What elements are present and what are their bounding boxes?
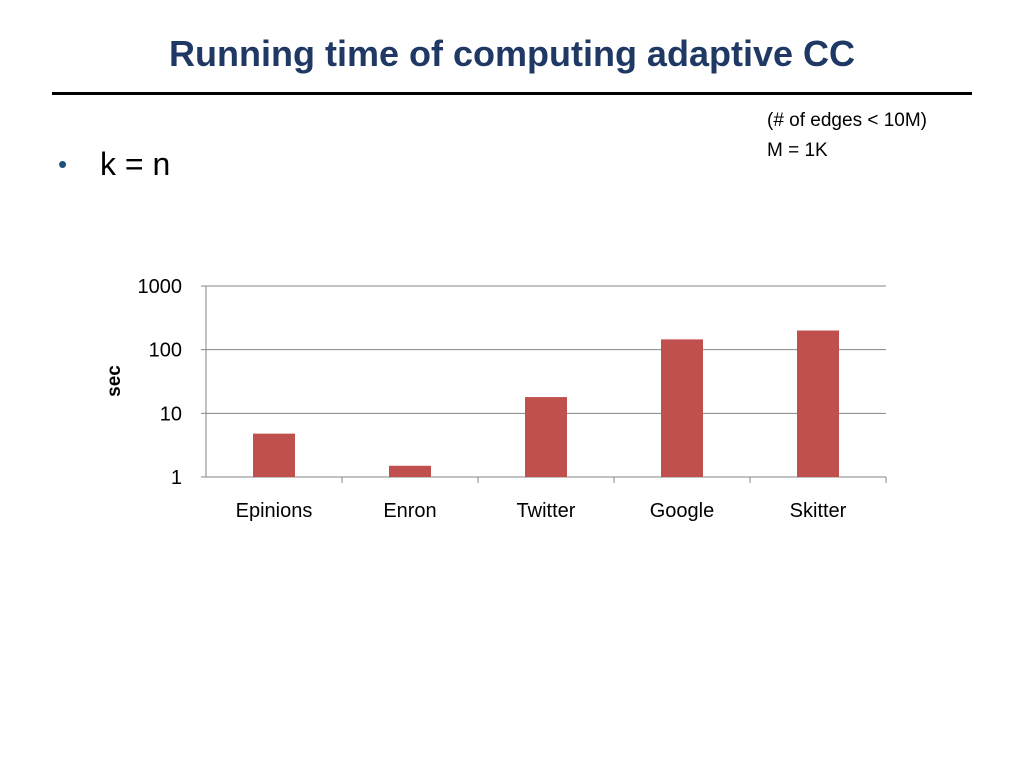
y-axis-label: sec bbox=[104, 365, 125, 397]
bar-enron bbox=[389, 465, 431, 477]
title-divider bbox=[52, 92, 972, 95]
x-tick-label: Enron bbox=[383, 500, 436, 522]
tick-labels: 1 10 100 1000 Epinions Enron Twitter Google Skit… bbox=[138, 276, 847, 522]
bullet-dot-icon: • bbox=[58, 149, 68, 179]
y-tick-label: 1 bbox=[171, 467, 182, 489]
note-line-m: M = 1K bbox=[767, 140, 828, 161]
x-tick-label: Skitter bbox=[790, 500, 847, 522]
x-tick-label: Google bbox=[650, 500, 715, 522]
bar-google bbox=[661, 339, 703, 477]
bar-epinions bbox=[253, 433, 295, 477]
x-tick-label: Twitter bbox=[517, 500, 576, 522]
y-tick-label: 1000 bbox=[138, 276, 183, 298]
axes bbox=[201, 285, 887, 483]
y-tick-label: 10 bbox=[160, 403, 182, 425]
x-tick-label: Epinions bbox=[236, 500, 313, 522]
bullet-item: • k = n bbox=[58, 142, 170, 186]
y-tick-label: 100 bbox=[149, 340, 182, 362]
gridlines bbox=[206, 285, 886, 414]
slide-title: Running time of computing adaptive CC bbox=[169, 33, 855, 74]
bullet-text: k = n bbox=[100, 146, 171, 182]
bar-skitter bbox=[797, 330, 839, 477]
bar-twitter bbox=[525, 397, 567, 477]
bars bbox=[253, 330, 839, 477]
note-line-edges: (# of edges < 10M) bbox=[767, 110, 928, 131]
note-box: (# of edges < 10M) M = 1K bbox=[767, 106, 927, 166]
